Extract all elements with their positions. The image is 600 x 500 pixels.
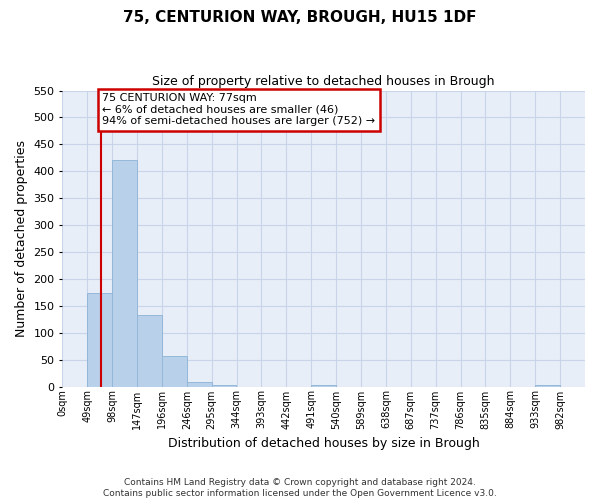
Text: 75, CENTURION WAY, BROUGH, HU15 1DF: 75, CENTURION WAY, BROUGH, HU15 1DF bbox=[123, 10, 477, 25]
Text: 75 CENTURION WAY: 77sqm
← 6% of detached houses are smaller (46)
94% of semi-det: 75 CENTURION WAY: 77sqm ← 6% of detached… bbox=[103, 93, 376, 126]
Bar bbox=[162, 356, 187, 386]
Y-axis label: Number of detached properties: Number of detached properties bbox=[15, 140, 28, 337]
Bar bbox=[187, 382, 212, 386]
X-axis label: Distribution of detached houses by size in Brough: Distribution of detached houses by size … bbox=[168, 437, 479, 450]
Title: Size of property relative to detached houses in Brough: Size of property relative to detached ho… bbox=[152, 75, 495, 88]
Bar bbox=[137, 315, 162, 386]
Bar bbox=[87, 294, 112, 386]
Bar bbox=[112, 160, 137, 386]
Text: Contains HM Land Registry data © Crown copyright and database right 2024.
Contai: Contains HM Land Registry data © Crown c… bbox=[103, 478, 497, 498]
Bar bbox=[212, 385, 236, 386]
